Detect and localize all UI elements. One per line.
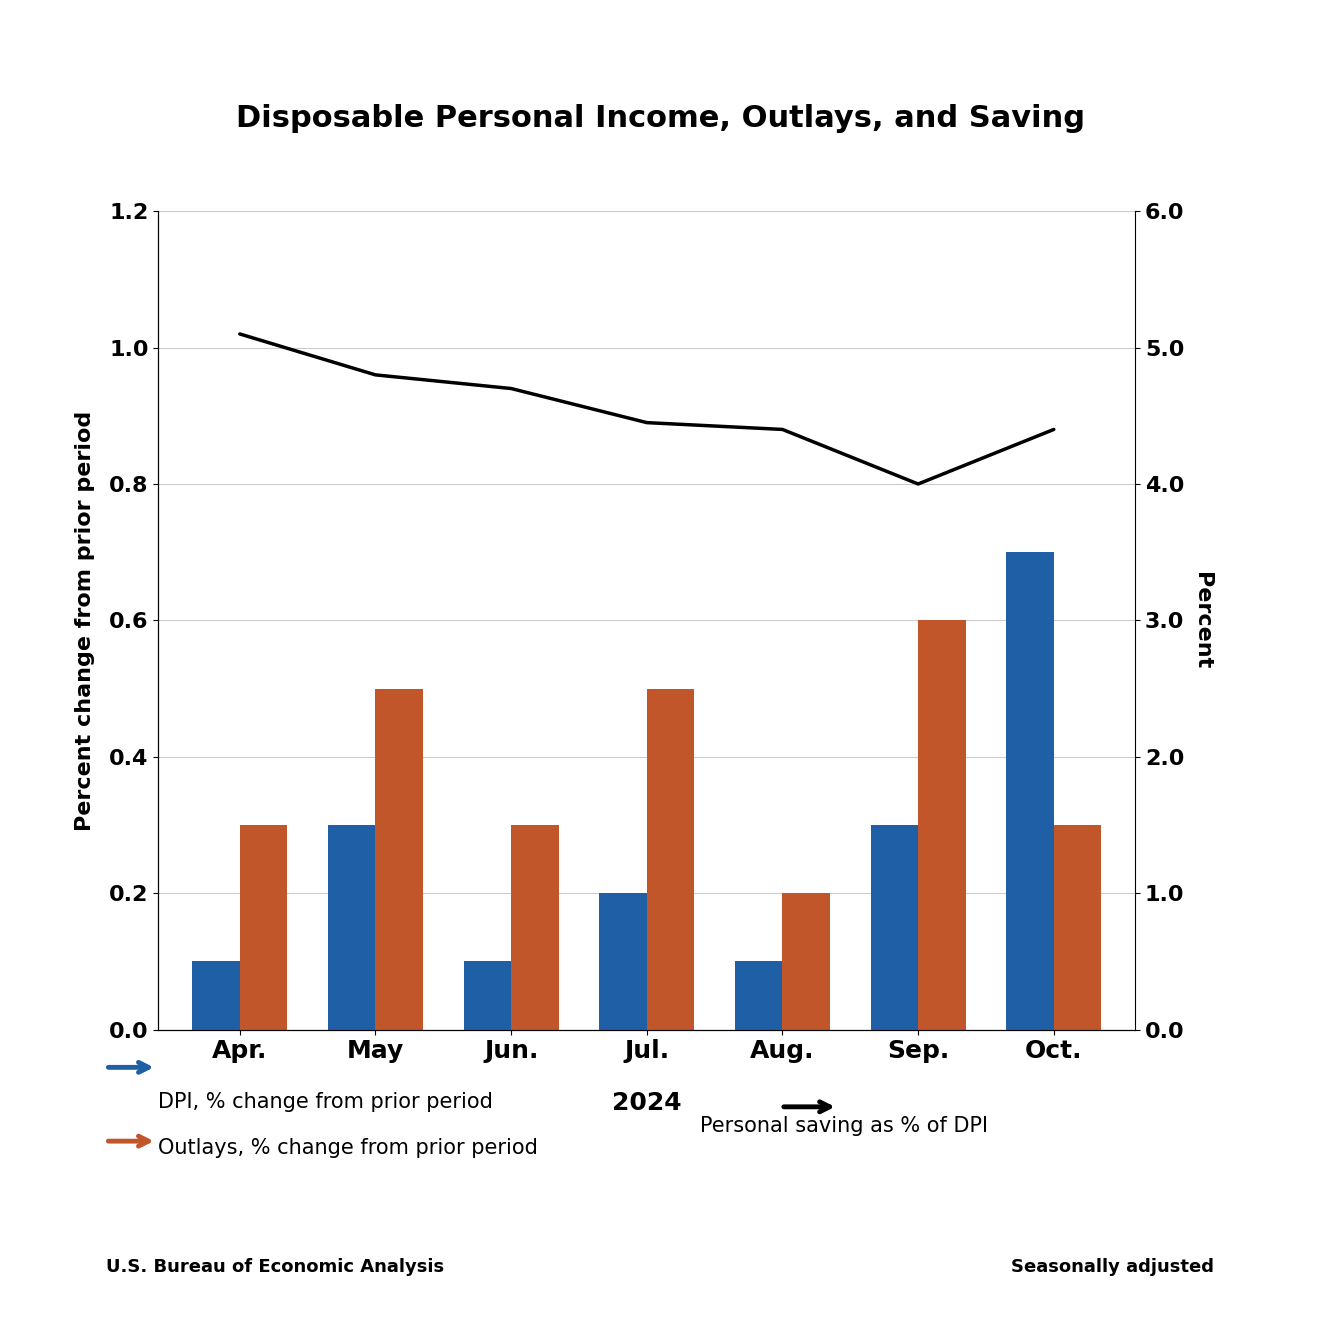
Text: Personal saving as % of DPI: Personal saving as % of DPI xyxy=(700,1115,987,1137)
Bar xyxy=(735,961,783,1030)
Bar xyxy=(1006,552,1053,1030)
Bar xyxy=(1053,825,1101,1030)
Text: U.S. Bureau of Economic Analysis: U.S. Bureau of Economic Analysis xyxy=(106,1258,444,1276)
Text: Disposable Personal Income, Outlays, and Saving: Disposable Personal Income, Outlays, and… xyxy=(235,104,1085,133)
X-axis label: 2024: 2024 xyxy=(612,1092,681,1115)
Y-axis label: Percent change from prior period: Percent change from prior period xyxy=(75,411,95,830)
Bar xyxy=(240,825,288,1030)
Text: Outlays, % change from prior period: Outlays, % change from prior period xyxy=(158,1138,539,1159)
Bar xyxy=(783,894,830,1030)
Bar xyxy=(511,825,558,1030)
Bar xyxy=(327,825,375,1030)
Bar xyxy=(375,689,422,1030)
Text: Seasonally adjusted: Seasonally adjusted xyxy=(1011,1258,1214,1276)
Bar xyxy=(463,961,511,1030)
Bar xyxy=(871,825,919,1030)
Bar xyxy=(919,620,966,1030)
Y-axis label: Percent: Percent xyxy=(1192,572,1212,669)
Bar xyxy=(193,961,240,1030)
Bar xyxy=(647,689,694,1030)
Text: DPI, % change from prior period: DPI, % change from prior period xyxy=(158,1092,494,1113)
Bar xyxy=(599,894,647,1030)
